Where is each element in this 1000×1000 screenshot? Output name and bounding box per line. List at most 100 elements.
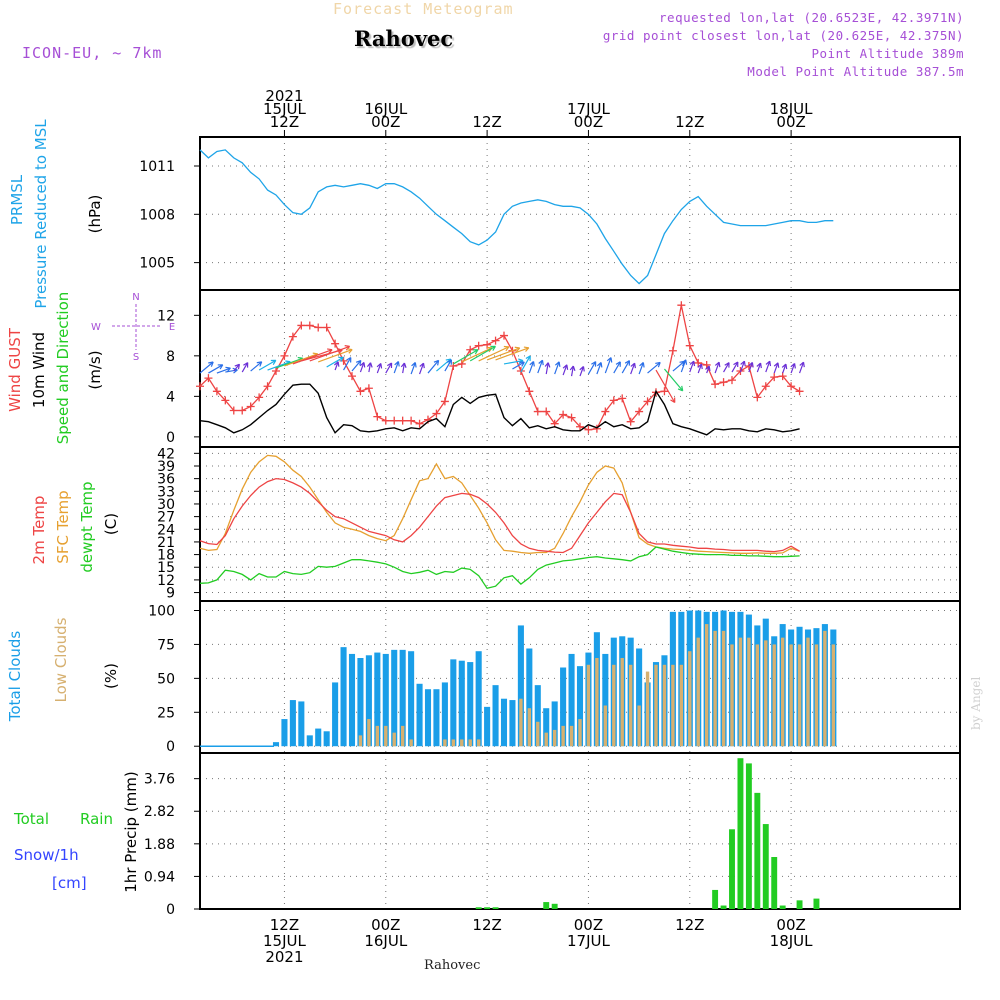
compass-west: W	[91, 322, 101, 333]
y-tick-label: 1008	[139, 207, 175, 223]
rain-bar	[492, 907, 499, 909]
gust-marker	[348, 372, 356, 381]
wind-arrow	[495, 346, 530, 361]
pressure-label-long: Pressure Reduced to MSL	[32, 119, 50, 309]
wind-arrow-head	[519, 361, 525, 367]
gust-marker	[626, 417, 635, 426]
low-clouds-bar	[780, 637, 785, 747]
wind-arrow	[647, 361, 661, 374]
wind-arrow-shaft	[292, 349, 333, 365]
gust-marker	[643, 397, 652, 406]
gust-marker	[795, 387, 804, 396]
low-clouds-bar	[595, 658, 599, 747]
wind-arrow	[680, 359, 688, 373]
gust-marker	[432, 409, 441, 418]
low-clouds-bar	[645, 671, 650, 747]
wind-arrow-shaft	[638, 362, 644, 375]
wind-arrow	[697, 363, 703, 374]
wind-arrow-head	[256, 361, 263, 367]
wind-arrow-shaft	[385, 362, 393, 374]
wind-arrow-head	[344, 345, 351, 351]
wind-arrow	[503, 358, 524, 365]
wind-arrow	[621, 360, 631, 374]
wind-arrow-head	[394, 361, 400, 367]
wind-arrow-shaft	[326, 356, 344, 368]
wind-arrow-head	[217, 364, 224, 370]
wind-arrow-shaft	[275, 357, 303, 369]
gust-marker	[761, 382, 770, 391]
y-tick-label: 18	[157, 548, 175, 564]
pressure-unit: (hPa)	[86, 195, 104, 234]
gust-marker	[238, 406, 247, 415]
low-clouds-bar	[603, 705, 608, 747]
wind-label: 10m Wind	[30, 332, 48, 408]
wind-arrow	[366, 362, 373, 373]
gust-marker	[297, 321, 306, 330]
wind-arrow-shaft	[647, 361, 661, 374]
snow-label: Snow/1h	[14, 846, 79, 864]
wind-arrow-head	[740, 360, 746, 367]
rain-bar	[771, 857, 778, 909]
total-clouds-bar	[576, 666, 584, 747]
forecast-title: Forecast Meteogram	[333, 0, 514, 18]
wind-arrow	[731, 361, 739, 373]
gust-marker	[196, 382, 204, 391]
wind-arrow-shaft	[596, 362, 602, 375]
gust-marker	[770, 373, 779, 382]
wind-arrow	[689, 360, 696, 373]
total-clouds-bar	[408, 651, 415, 747]
gust-marker	[728, 376, 736, 385]
total-clouds-bar	[374, 652, 381, 747]
gust-marker	[719, 378, 728, 387]
wind-arrow-head	[615, 361, 621, 367]
wind-arrow-head	[359, 362, 366, 368]
low-clouds-bar	[552, 729, 557, 747]
gust-marker	[711, 380, 720, 389]
wind-arrow	[351, 359, 362, 372]
pressure-line	[199, 149, 834, 285]
snow-unit-label: [cm]	[52, 874, 87, 892]
gust-marker	[331, 339, 340, 348]
wind-arrow-shaft	[250, 361, 263, 372]
rain-bar	[745, 763, 752, 909]
wind-arrow-shaft	[756, 362, 762, 373]
wind-arrow-head	[562, 364, 569, 370]
total-clouds-bar	[500, 698, 508, 747]
total-clouds-bar	[340, 647, 347, 747]
top-axis-label: 2021	[265, 87, 303, 105]
wind-arrow-head	[681, 359, 688, 365]
wind-arrow	[453, 349, 479, 365]
wind-arrow-shaft	[587, 361, 597, 375]
wind-arrow-shaft	[495, 347, 530, 361]
gust-marker	[356, 387, 365, 396]
wind-arrow-shaft	[613, 361, 621, 374]
total-clouds-bar	[484, 706, 491, 747]
gust-marker	[272, 367, 280, 376]
gust-marker	[474, 341, 483, 350]
wind-arrow	[400, 362, 407, 374]
gust-marker	[212, 387, 221, 396]
wind-arrow-shaft	[723, 362, 730, 373]
wind-arrow	[444, 359, 452, 372]
wind-arrow-head	[756, 362, 762, 369]
gust-marker	[491, 336, 500, 345]
wind-arrow-head	[591, 361, 597, 367]
wind-arrow-head	[705, 365, 711, 372]
gust-marker	[668, 346, 677, 355]
gust-marker	[255, 393, 264, 402]
top-axis-label: 00Z	[371, 113, 400, 131]
model-label: ICON-EU, ~ 7km	[22, 44, 163, 62]
bottom-axis-label: 2021	[265, 948, 303, 966]
y-tick-label: 50	[157, 671, 175, 687]
low-clouds-bar	[443, 739, 447, 747]
wind-arrow	[469, 345, 496, 362]
wind-arrow-shaft	[503, 359, 524, 365]
wind-arrow-shaft	[258, 359, 277, 371]
y-tick-label: 1.88	[144, 837, 175, 853]
wind-arrow-shaft	[486, 347, 520, 361]
rain-bar	[796, 900, 803, 909]
wind-arrow-shaft	[579, 366, 585, 377]
y-tick-label: 1011	[139, 159, 175, 175]
wind-arrow-head	[781, 363, 788, 370]
